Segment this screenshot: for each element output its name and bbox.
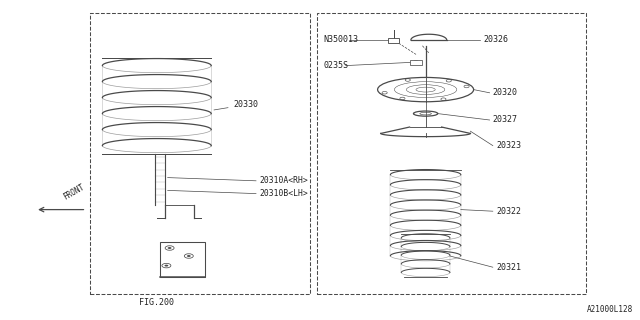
Text: 20310A<RH>: 20310A<RH>: [259, 176, 308, 185]
Text: FRONT: FRONT: [61, 183, 86, 202]
Text: 0235S: 0235S: [323, 61, 348, 70]
Text: 20310B<LH>: 20310B<LH>: [259, 189, 308, 198]
Text: 20321: 20321: [496, 263, 521, 272]
Text: 20330: 20330: [214, 100, 259, 110]
Text: 20327: 20327: [493, 116, 518, 124]
Text: 20322: 20322: [496, 207, 521, 216]
Circle shape: [168, 247, 172, 249]
Ellipse shape: [413, 111, 438, 116]
Text: 20326: 20326: [483, 36, 508, 44]
Bar: [410, 60, 422, 65]
Text: A21000L128: A21000L128: [588, 305, 634, 314]
Circle shape: [187, 255, 191, 257]
Text: 20323: 20323: [496, 141, 521, 150]
Bar: [388, 38, 399, 43]
Text: N350013: N350013: [323, 36, 358, 44]
Bar: [160, 242, 205, 277]
Text: 20320: 20320: [493, 88, 518, 97]
Bar: [90, 13, 310, 294]
Circle shape: [164, 265, 168, 267]
Text: FIG.200: FIG.200: [140, 298, 174, 307]
Ellipse shape: [378, 77, 474, 102]
Bar: [317, 13, 586, 294]
